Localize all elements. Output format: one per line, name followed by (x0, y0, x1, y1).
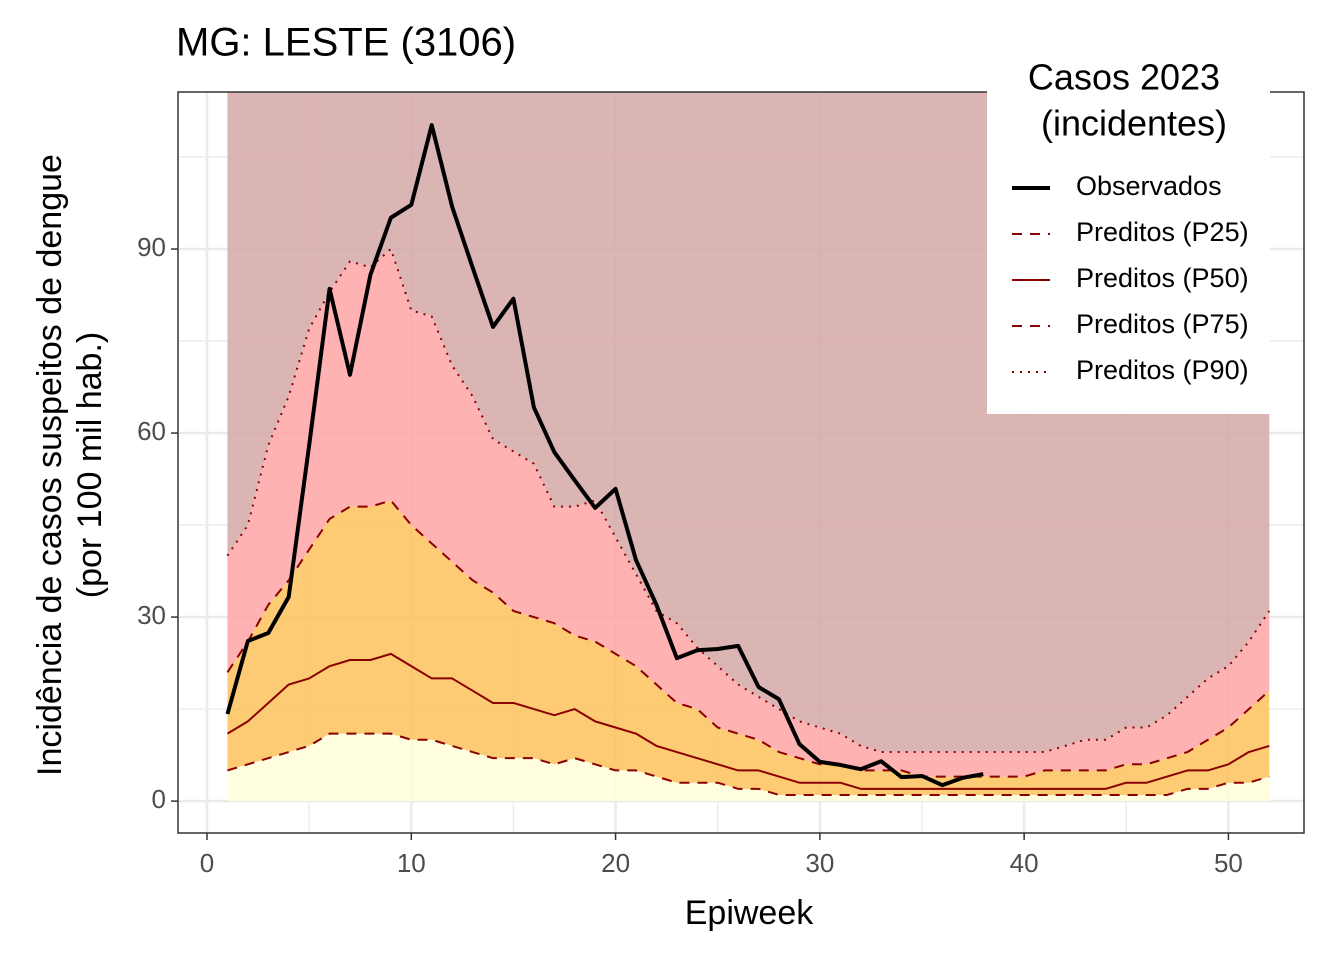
legend-label: Observados (1076, 171, 1222, 201)
y-tick-label: 60 (137, 416, 166, 446)
band (227, 500, 1270, 795)
y-axis-label-line: (por 100 mil hab.) (71, 332, 109, 598)
legend-label: Preditos (P25) (1076, 217, 1249, 247)
x-axis-label: Epiweek (685, 894, 815, 932)
y-tick-label: 30 (137, 600, 166, 630)
series-line (226, 499, 1270, 778)
band (227, 733, 1270, 802)
chart-title: MG: LESTE (3106) (176, 21, 516, 65)
x-tick-label: 20 (601, 848, 630, 878)
x-tick-label: 30 (805, 848, 834, 878)
legend-label: Preditos (P75) (1076, 309, 1249, 339)
legend-title: Casos 2023 (1028, 57, 1220, 98)
y-tick-label: 90 (137, 232, 166, 262)
legend-label: Preditos (P90) (1076, 355, 1249, 385)
series-line (226, 652, 1270, 790)
legend: Casos 2023 (incidentes) Observados Preditos… (987, 57, 1270, 414)
y-axis-label-line: Incidência de casos suspeitos de dengue (31, 154, 69, 776)
y-tick-label: 0 (152, 784, 166, 814)
y-axis-label: Incidência de casos suspeitos de dengue … (31, 154, 109, 776)
x-tick-label: 10 (397, 848, 426, 878)
x-tick-label: 40 (1010, 848, 1039, 878)
legend-label: Preditos (P50) (1076, 263, 1249, 293)
series-line (227, 732, 1270, 796)
panel-border (177, 91, 1305, 834)
legend-box (987, 84, 1270, 414)
legend-title: (incidentes) (1041, 103, 1227, 144)
x-tick-label: 50 (1214, 848, 1243, 878)
series-line (225, 123, 984, 788)
x-tick-label: 0 (200, 848, 214, 878)
